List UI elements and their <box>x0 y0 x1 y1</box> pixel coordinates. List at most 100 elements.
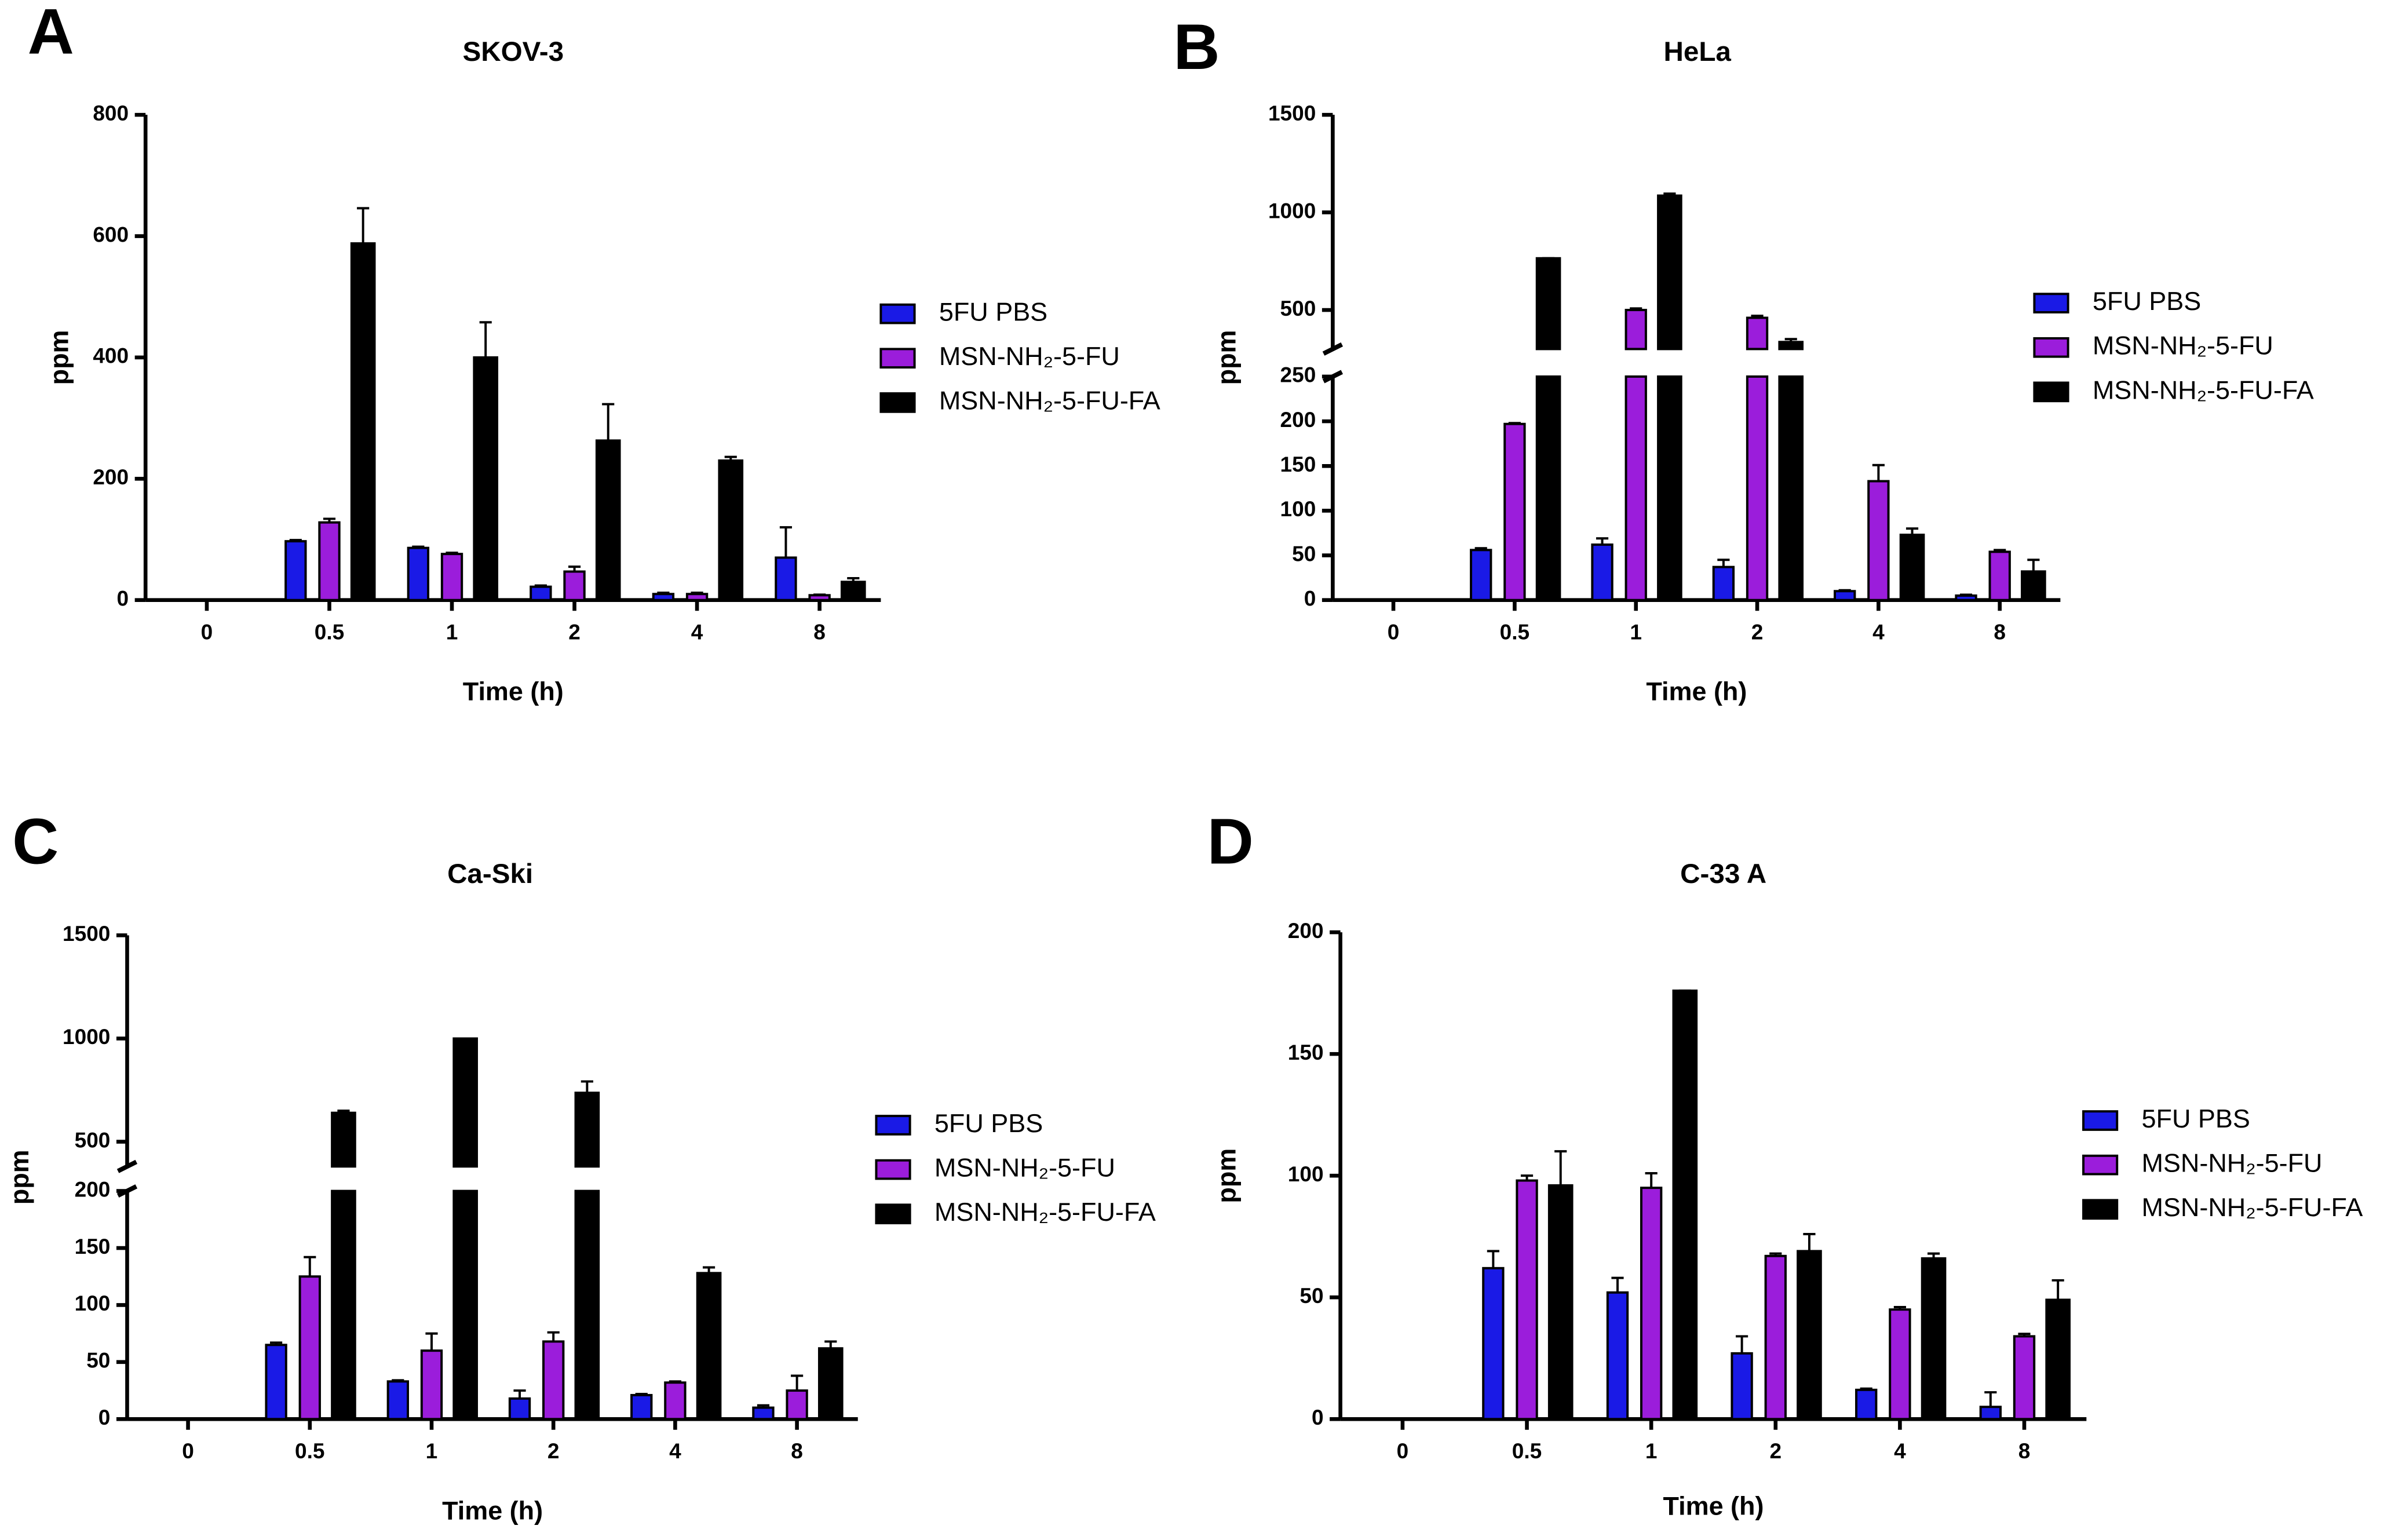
legend-swatch <box>2082 1110 2119 1131</box>
y-tick-label: 0 <box>117 587 129 611</box>
x-tick-label: 1 <box>426 1439 438 1463</box>
panel-letter: D <box>1207 805 1254 877</box>
bar <box>1778 375 1804 601</box>
legend-swatch <box>879 392 916 413</box>
y-tick-label: 200 <box>75 1177 111 1201</box>
error-bar <box>1860 1387 1872 1390</box>
y-tick-label: 50 <box>1292 542 1316 565</box>
error-bar <box>791 1374 804 1391</box>
bar <box>652 593 675 601</box>
x-tick-label: 4 <box>1872 621 1885 644</box>
bar <box>1657 194 1682 351</box>
error-bar <box>1736 1335 1748 1353</box>
chart-title: C-33 A <box>1680 859 1766 889</box>
x-tick-label: 8 <box>1994 621 2006 644</box>
x-tick-label: 2 <box>1751 621 1764 644</box>
legend-swatch <box>875 1203 911 1225</box>
legend-label: 5FU PBS <box>939 297 1047 327</box>
bar <box>1855 1388 1878 1421</box>
y-tick-label: 250 <box>1280 363 1316 387</box>
bar <box>2045 1298 2071 1421</box>
bar <box>1731 1352 1753 1421</box>
bar <box>350 242 376 601</box>
legend-label: 5FU PBS <box>934 1108 1043 1138</box>
error-bar <box>1838 589 1851 592</box>
error-bar <box>412 545 425 548</box>
bar <box>1778 341 1804 351</box>
bar <box>1606 1291 1629 1421</box>
bar <box>530 585 552 601</box>
error-bar <box>1769 1252 1782 1256</box>
y-tick-label: 600 <box>93 222 129 246</box>
y-tick-label: 100 <box>75 1291 111 1315</box>
error-bar <box>1596 537 1609 545</box>
x-axis-label: Time (h) <box>463 677 564 706</box>
legend-swatch <box>2082 1154 2119 1176</box>
y-tick-label: 1500 <box>1268 101 1316 125</box>
y-tick-label: 1500 <box>63 922 110 946</box>
legend-swatch <box>879 303 916 324</box>
error-bar <box>581 1080 593 1093</box>
panel-letter: A <box>28 0 74 68</box>
bar <box>1746 375 1769 601</box>
error-bar <box>1645 1172 1658 1188</box>
error-bar <box>1554 1150 1567 1185</box>
error-bar <box>813 593 826 596</box>
error-bar <box>304 1256 316 1277</box>
error-bar <box>1611 1276 1624 1293</box>
bar <box>1672 989 1698 1421</box>
bar <box>1889 1308 1911 1421</box>
bar <box>542 1340 565 1421</box>
bar <box>664 1381 687 1421</box>
error-bar <box>1984 1391 1997 1407</box>
error-bar <box>479 321 492 357</box>
error-bar <box>1487 1250 1499 1268</box>
error-bar <box>534 584 547 587</box>
error-bar <box>1630 307 1642 311</box>
bar <box>574 1092 600 1168</box>
error-bar <box>323 517 336 523</box>
bar <box>1482 1267 1505 1421</box>
error-bar <box>757 1404 770 1408</box>
y-tick-label: 150 <box>1288 1041 1324 1064</box>
legend-label: 5FU PBS <box>2093 286 2201 316</box>
x-tick-label: 4 <box>669 1439 681 1463</box>
bar <box>1625 375 1647 601</box>
x-tick-label: 1 <box>446 621 458 644</box>
bar <box>331 1189 356 1421</box>
y-tick-label: 200 <box>93 465 129 489</box>
axis-break <box>1322 370 1344 384</box>
panel: C Ca-Ski Time (h) ppm 0 50 100 150 200 500 1000 150… <box>5 805 1156 1525</box>
error-bar <box>779 526 793 558</box>
error-bar <box>1994 549 2006 552</box>
error-bar <box>289 539 302 542</box>
x-tick-label: 4 <box>691 621 703 644</box>
bar <box>1834 590 1856 601</box>
legend-swatch <box>875 1159 911 1180</box>
x-axis-label: Time (h) <box>1663 1491 1764 1520</box>
bar <box>574 1189 600 1421</box>
error-bar <box>1784 338 1797 342</box>
y-tick-label: 500 <box>1280 297 1316 320</box>
x-tick-label: 0.5 <box>295 1439 324 1463</box>
bar <box>1797 1250 1822 1421</box>
x-tick-label: 8 <box>791 1439 803 1463</box>
x-axis-label: Time (h) <box>1646 677 1747 706</box>
bar <box>808 594 831 601</box>
error-bar <box>513 1389 526 1399</box>
y-axis-label: ppm <box>5 1149 34 1205</box>
bar <box>1535 375 1561 601</box>
y-tick-label: 500 <box>75 1128 111 1152</box>
error-bar <box>1717 559 1730 567</box>
legend-label: MSN-NH₂-5-FU <box>2141 1148 2322 1178</box>
bar <box>452 1189 478 1421</box>
bar <box>298 1275 321 1421</box>
error-bar <box>1508 422 1521 425</box>
x-tick-label: 0 <box>201 621 213 644</box>
chart-title: SKOV-3 <box>463 37 564 67</box>
error-bar <box>847 577 860 582</box>
x-tick-label: 8 <box>2018 1439 2031 1463</box>
bar <box>284 540 307 601</box>
y-tick-label: 0 <box>98 1406 111 1429</box>
